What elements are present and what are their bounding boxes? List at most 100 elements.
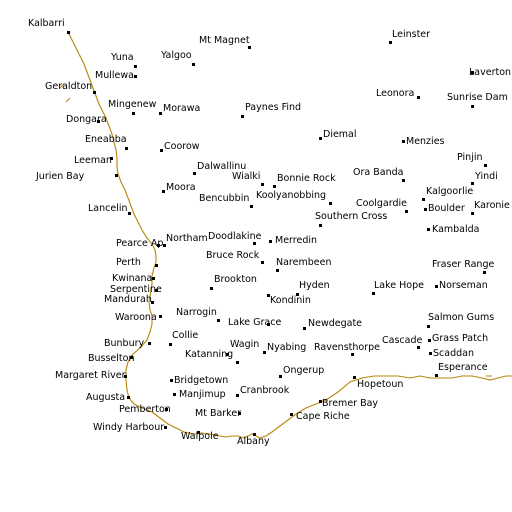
manjimup-marker (173, 393, 176, 396)
menzies-label: Menzies (406, 136, 445, 147)
manjimup-label: Manjimup (179, 389, 226, 400)
norseman-marker (435, 285, 438, 288)
albany-label: Albany (237, 436, 270, 447)
yalgoo-marker (192, 63, 195, 66)
dongara-label: Dongara (66, 114, 107, 125)
bunbury-label: Bunbury (104, 338, 145, 349)
brookton-marker (210, 287, 213, 290)
southern-cross-marker (319, 224, 322, 227)
geraldton-label: Geraldton (45, 81, 93, 92)
leinster-marker (389, 41, 392, 44)
bruce-rock-marker (261, 261, 264, 264)
katanning-label: Katanning (185, 349, 234, 360)
grass-patch-marker (428, 339, 431, 342)
norseman-label: Norseman (439, 280, 488, 291)
fraser-range-label: Fraser Range (432, 259, 495, 270)
paynes-find-label: Paynes Find (245, 102, 302, 113)
cranbrook-label: Cranbrook (240, 385, 290, 396)
kondinin-marker (267, 294, 270, 297)
mt-magnet-marker (248, 46, 251, 49)
margaret-river-marker (124, 375, 127, 378)
coorow-label: Coorow (164, 141, 200, 152)
bremer-bay-label: Bremer Bay (322, 398, 379, 409)
katanning-marker (236, 361, 239, 364)
busselton-marker (130, 356, 133, 359)
moora-label: Moora (166, 182, 196, 193)
wagin-label: Wagin (230, 339, 260, 350)
narembeen-label: Narembeen (276, 257, 332, 268)
bonnie-rock-marker (273, 185, 276, 188)
karonie-marker (471, 212, 474, 215)
kwinana-marker (152, 277, 155, 280)
lancelin-marker (128, 212, 131, 215)
leeman-marker (110, 157, 113, 160)
kambalda-label: Kambalda (432, 224, 480, 235)
mandurah-label: Mandurah (104, 294, 152, 305)
bridgetown-label: Bridgetown (174, 375, 229, 386)
dalwallinu-label: Dalwallinu (197, 161, 247, 172)
kalbarri-label: Kalbarri (28, 18, 65, 29)
abrolhos-islands (59, 83, 65, 89)
albany-marker (253, 433, 256, 436)
waroona-label: Waroona (115, 312, 157, 323)
esperance-marker (435, 374, 438, 377)
pemberton-marker (165, 408, 168, 411)
perth-marker (155, 264, 158, 267)
narrogin-label: Narrogin (176, 307, 217, 318)
fraser-range-marker (483, 271, 486, 274)
coolgardie-label: Coolgardie (356, 198, 408, 209)
pemberton-label: Pemberton (119, 404, 171, 415)
busselton-label: Busselton (88, 353, 135, 364)
abrolhos-islands-south (65, 97, 71, 103)
hopetoun-marker (353, 376, 356, 379)
coorow-marker (160, 149, 163, 152)
morawa-label: Morawa (163, 103, 201, 114)
menzies-marker (402, 140, 405, 143)
doodlakine-marker (253, 242, 256, 245)
salmon-gums-label: Salmon Gums (428, 312, 495, 323)
leonora-label: Leonora (376, 88, 415, 99)
dalwallinu-marker (193, 172, 196, 175)
walpole-marker (197, 431, 200, 434)
newdegate-marker (303, 327, 306, 330)
mandurah-marker (151, 301, 154, 304)
ravensthorpe-label: Ravensthorpe (314, 342, 380, 353)
perth-label: Perth (116, 257, 141, 268)
lake-hope-marker (372, 292, 375, 295)
bonnie-rock-label: Bonnie Rock (277, 173, 336, 184)
mullewa-label: Mullewa (95, 70, 134, 81)
sunrise-dam-label: Sunrise Dam (447, 92, 508, 103)
yuna-marker (134, 65, 137, 68)
mingenew-marker (132, 112, 135, 115)
nyabing-marker (263, 351, 266, 354)
doodlakine-label: Doodlakine (208, 231, 262, 242)
augusta-marker (127, 396, 130, 399)
mingenew-label: Mingenew (108, 99, 157, 110)
merredin-label: Merredin (275, 235, 318, 246)
leonora-marker (417, 96, 420, 99)
kalbarri-marker (67, 31, 70, 34)
jurien-bay-marker (115, 174, 118, 177)
merredin-marker (269, 240, 272, 243)
boulder-label: Boulder (428, 203, 465, 214)
mt-barker-label: Mt Barker (195, 408, 242, 419)
hyden-marker (296, 293, 299, 296)
augusta-label: Augusta (86, 392, 126, 403)
narrogin-marker (217, 319, 220, 322)
sunrise-dam-marker (471, 105, 474, 108)
lancelin-label: Lancelin (88, 203, 128, 214)
eneabba-label: Eneabba (85, 134, 127, 145)
koolyanobbing-marker (329, 202, 332, 205)
leinster-label: Leinster (392, 29, 431, 40)
west-south-coastline (67, 31, 512, 439)
bencubbin-label: Bencubbin (199, 193, 250, 204)
collie-marker (169, 343, 172, 346)
scaddan-marker (429, 352, 432, 355)
boulder-marker (424, 208, 427, 211)
wagin-marker (226, 353, 229, 356)
mt-magnet-label: Mt Magnet (199, 35, 250, 46)
kondinin-label: Kondinin (270, 295, 311, 306)
moora-marker (162, 190, 165, 193)
laverton-marker (471, 71, 474, 74)
